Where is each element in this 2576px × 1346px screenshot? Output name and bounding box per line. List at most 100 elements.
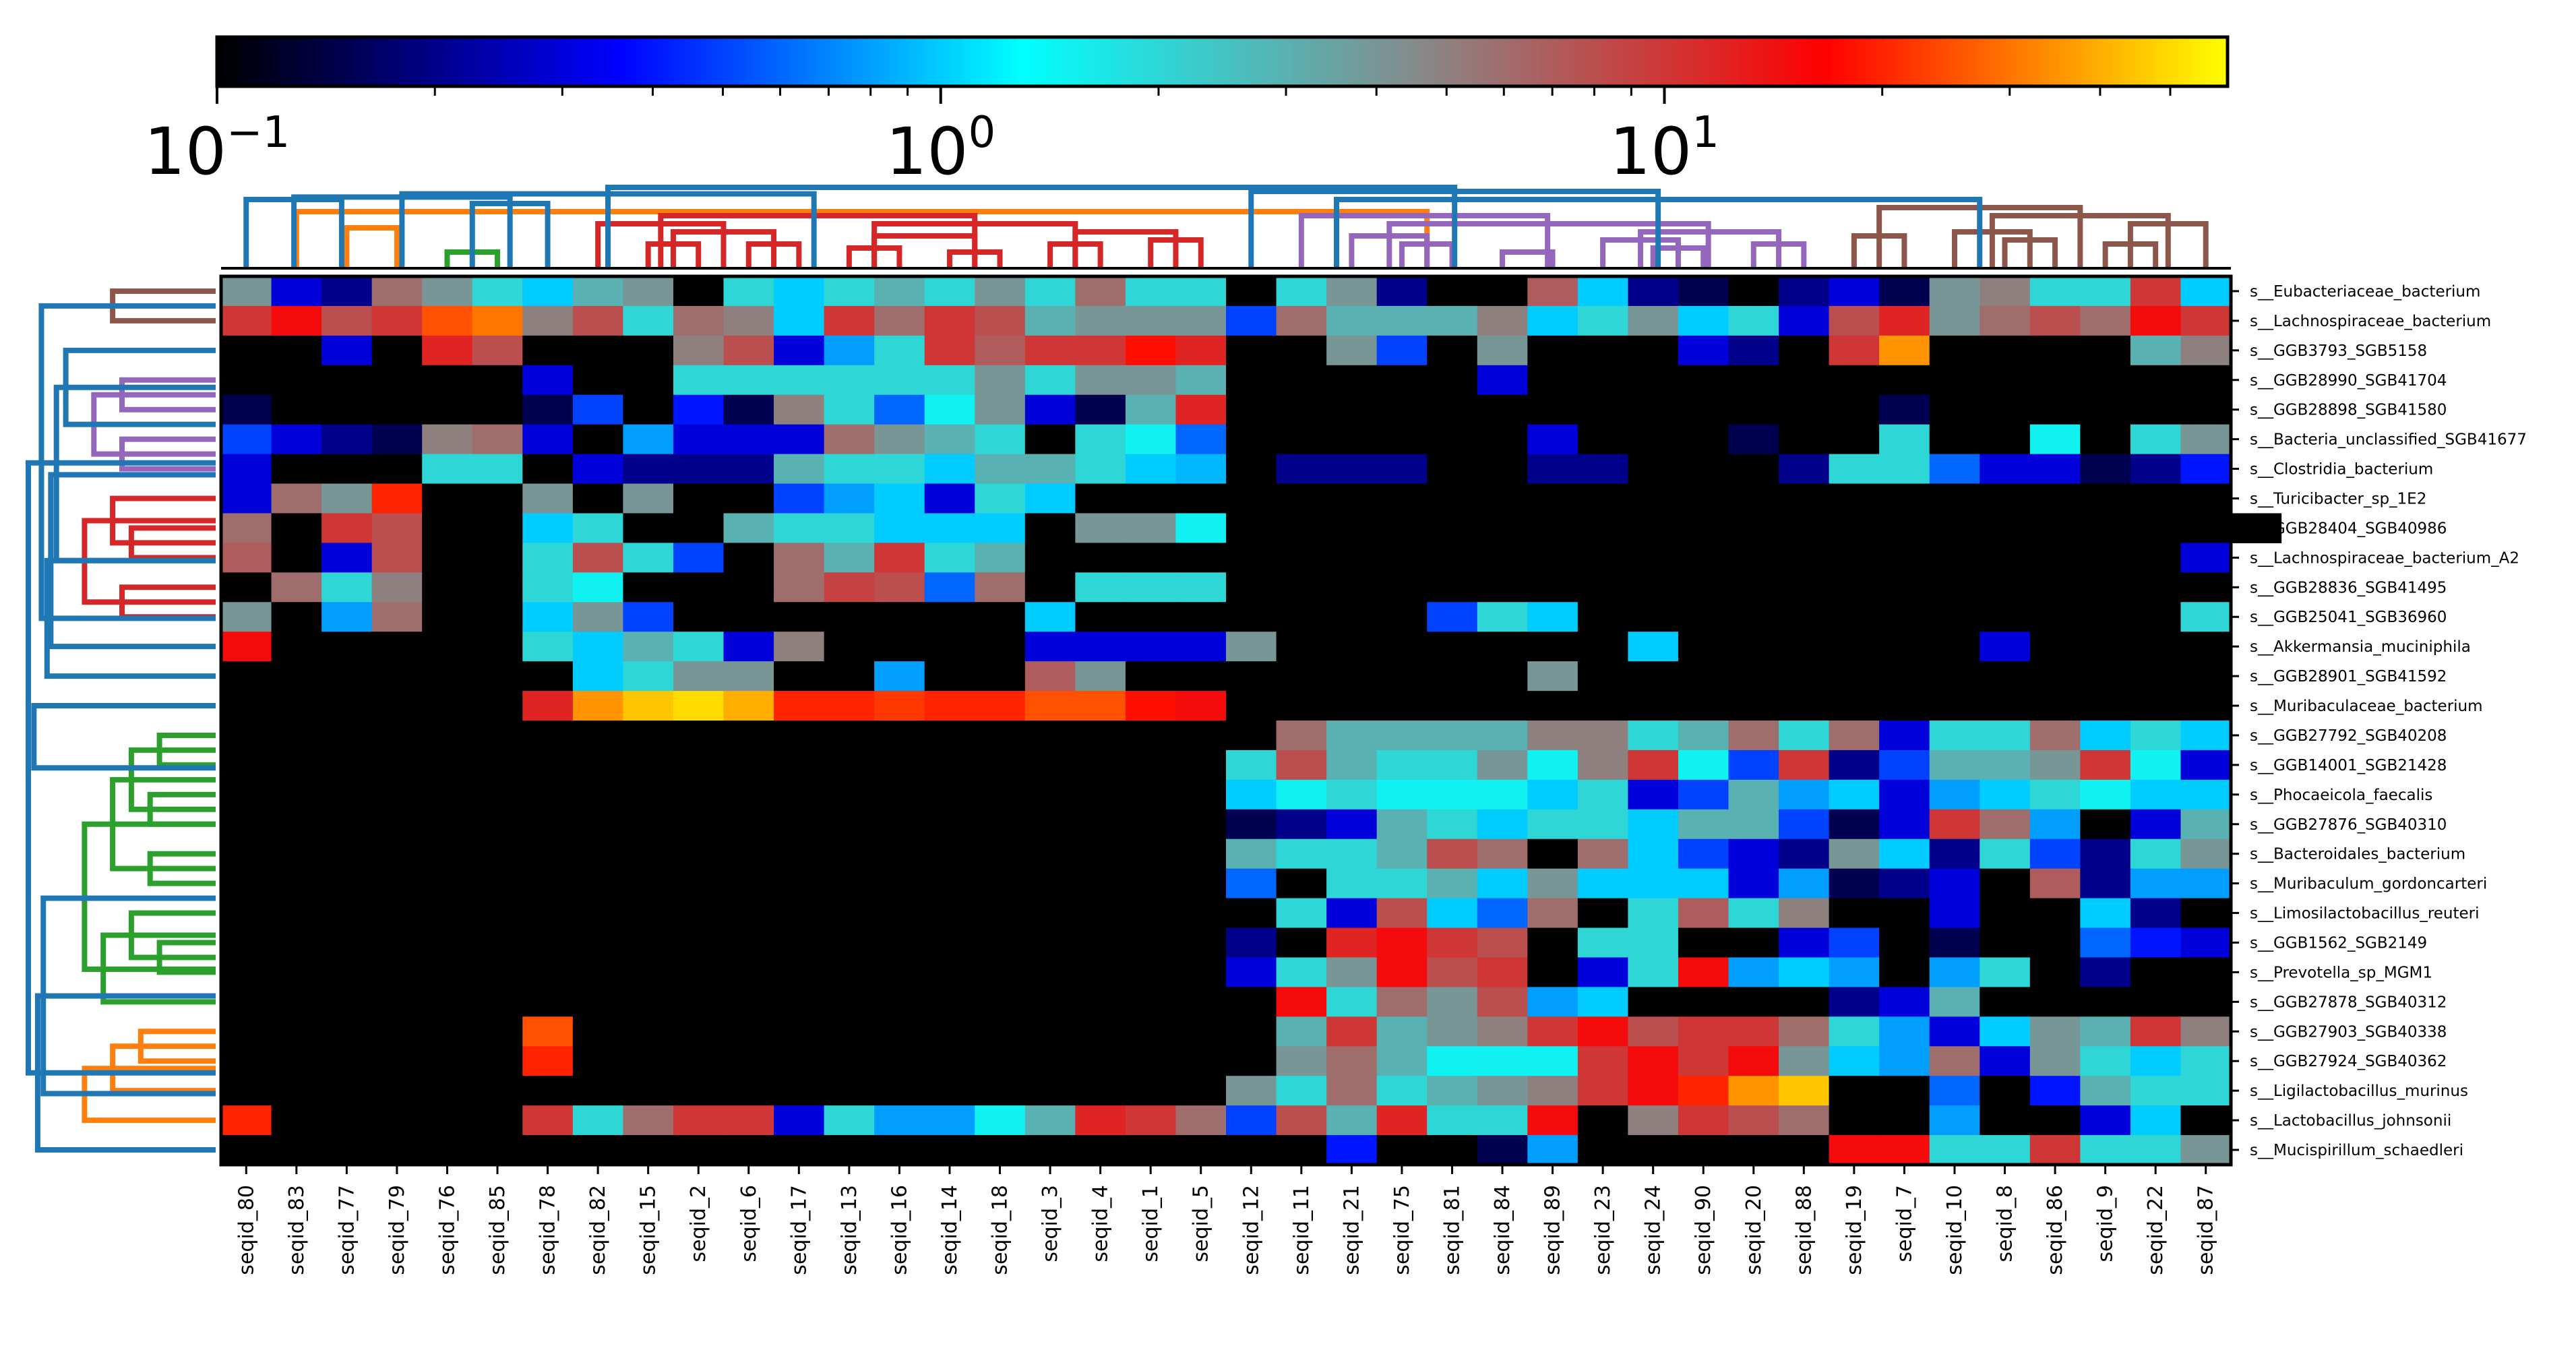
heatmap-cell [1326,454,1378,485]
heatmap-cell [1728,957,1779,987]
heatmap-cell [371,365,423,396]
heatmap-cell [422,513,473,543]
heatmap-cell [1075,721,1126,751]
heatmap-cell [774,513,825,543]
heatmap-cell [924,365,975,396]
heatmap-cell [371,1016,423,1047]
heatmap-cell [1326,572,1378,603]
heatmap-cell [924,691,975,721]
column-dendrogram-link [1298,213,1551,268]
heatmap-cell [1226,779,1277,810]
heatmap-cell [1427,1046,1478,1076]
heatmap-cell [271,838,322,869]
heatmap-cell [1125,1016,1177,1047]
heatmap-cell [1929,898,1980,929]
heatmap-cell [1929,779,1980,810]
heatmap-cell [2130,424,2182,455]
heatmap-cell [1728,927,1779,958]
heatmap-cell [1980,721,2031,751]
heatmap-cell [1376,543,1428,573]
heatmap-cell [673,661,725,692]
heatmap-cell [1075,602,1126,632]
heatmap-cell [723,365,774,396]
heatmap-cell [2029,602,2081,632]
column-dendrogram [221,185,2231,270]
heatmap-cell [1024,1076,1076,1106]
heatmap-cell [321,1076,373,1106]
heatmap-cell [472,750,523,781]
heatmap-cell [1929,454,1980,485]
heatmap-cell [623,305,674,336]
column-label: seqid_22 [2144,1185,2168,1275]
heatmap-cell [321,868,373,899]
heatmap-cell [522,1076,574,1106]
heatmap-cell [572,305,623,336]
heatmap-cell [221,394,272,425]
heatmap-cell [1577,365,1628,396]
heatmap-cell [1427,365,1478,396]
heatmap-cell [623,957,674,987]
heatmap-cell [623,572,674,603]
heatmap-cell [1326,809,1378,840]
heatmap-cell [1527,1046,1578,1076]
heatmap-cell [1879,602,1930,632]
heatmap-cell [2130,898,2182,929]
heatmap-cell [1779,483,1830,514]
row-dendrogram-link [26,460,216,1076]
heatmap-cell [221,424,272,455]
heatmap-cell [1125,424,1177,455]
heatmap-cell [723,868,774,899]
heatmap-cell [2180,691,2232,721]
heatmap-cell [1477,1105,1528,1136]
heatmap-cell [1175,513,1227,543]
heatmap-cell [1326,1135,1378,1165]
heatmap-cell [1829,365,1880,396]
heatmap-cell [1678,898,1729,929]
heatmap-cell [1477,1046,1528,1076]
heatmap-cell [2029,750,2081,781]
heatmap-cell [1226,661,1277,692]
heatmap-cell [2180,750,2232,781]
heatmap-cell [1779,572,1830,603]
heatmap-cell [1879,365,1930,396]
heatmap-cell [321,454,373,485]
heatmap-cell [572,454,623,485]
heatmap-cell [371,868,423,899]
heatmap-cell [1075,898,1126,929]
heatmap-cell [2180,632,2232,662]
heatmap-cell [1125,543,1177,573]
heatmap-cell [572,513,623,543]
heatmap-cell [1929,987,1980,1017]
heatmap-cell [1125,721,1177,751]
heatmap-cell [572,721,623,751]
heatmap-cell [1879,632,1930,662]
heatmap-cell [1628,779,1679,810]
heatmap-cell [1376,424,1428,455]
heatmap-cell [1226,838,1277,869]
heatmap-cell [522,987,574,1017]
heatmap-cell [975,305,1026,336]
heatmap-cell [1075,927,1126,958]
heatmap-cell [472,987,523,1017]
heatmap-cell [522,898,574,929]
heatmap-cell [1226,987,1277,1017]
heatmap-cell [371,1135,423,1165]
column-label: seqid_11 [1290,1185,1314,1275]
heatmap-cell [1326,335,1378,366]
heatmap-cell [1980,838,2031,869]
row-label: s__GGB27792_SGB40208 [2250,727,2447,745]
heatmap-cell [774,305,825,336]
heatmap-cell [522,394,574,425]
heatmap-cell [1678,779,1729,810]
heatmap-cell [522,632,574,662]
heatmap-cell [1075,779,1126,810]
heatmap-cell [472,957,523,987]
heatmap-cell [1326,927,1378,958]
heatmap-cell [1577,868,1628,899]
heatmap-cell [221,957,272,987]
heatmap-cell [2029,543,2081,573]
heatmap-cell [2029,721,2081,751]
heatmap-cell [1728,721,1779,751]
heatmap-cell [1427,809,1478,840]
heatmap-cell [572,691,623,721]
